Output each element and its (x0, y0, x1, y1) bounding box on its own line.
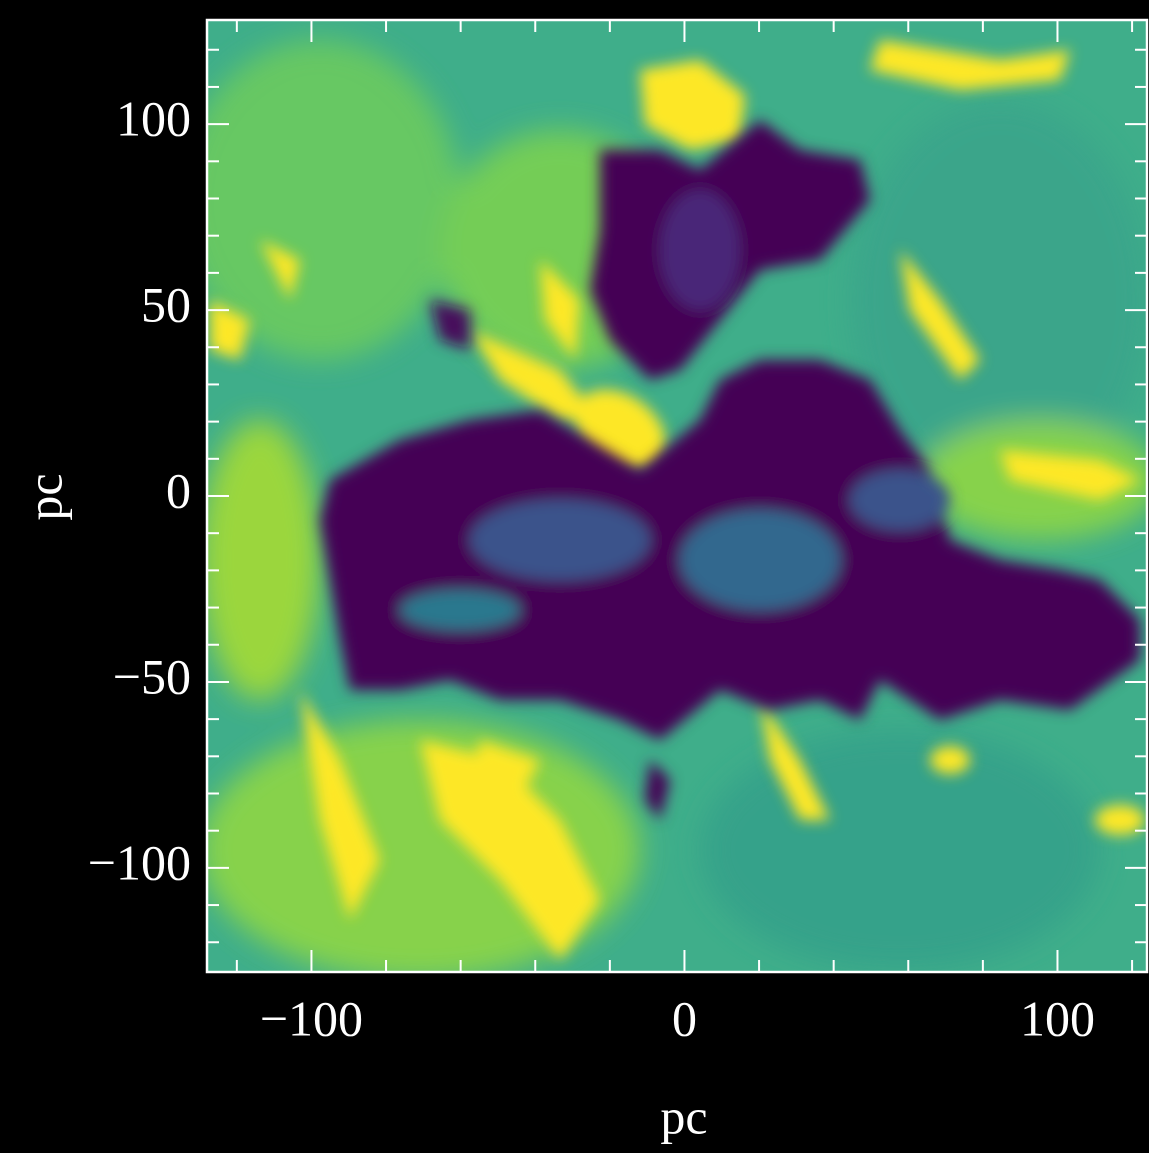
y-tick-label: −50 (113, 648, 191, 704)
density-image (207, 20, 1147, 972)
x-tick-label: 100 (1020, 990, 1095, 1046)
x-tick-label: 0 (672, 990, 697, 1046)
y-tick-label: 100 (116, 91, 191, 147)
x-axis-label: pc (660, 1088, 707, 1144)
y-axis-label: pc (16, 473, 72, 520)
y-tick-label: 50 (141, 277, 191, 333)
y-tick-label: 0 (166, 462, 191, 518)
y-tick-label: −100 (88, 834, 191, 890)
x-tick-label: −100 (260, 990, 363, 1046)
